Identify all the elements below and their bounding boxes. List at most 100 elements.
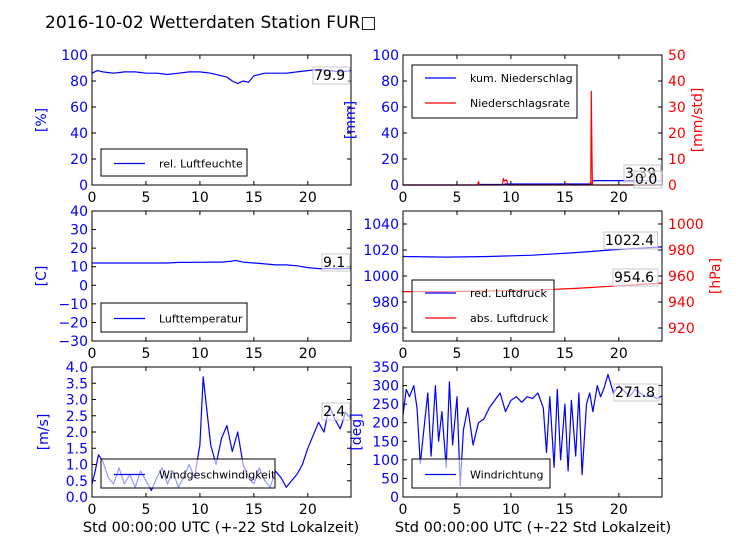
y-tick-label: 80 <box>70 74 88 90</box>
x-tick-label: 10 <box>502 346 520 362</box>
y-tick-label: 980 <box>372 295 399 311</box>
x-tick-label: 15 <box>556 346 574 362</box>
y-tick-label: 1.0 <box>66 458 88 474</box>
legend-label: rel. Luftfeuchte <box>159 158 243 171</box>
y-tick-label: 1.5 <box>66 441 88 457</box>
x-tick-label: 15 <box>245 190 263 206</box>
x-tick-label: 0 <box>88 346 97 362</box>
x-tick-label: 0 <box>88 190 97 206</box>
plot-frame <box>91 366 352 498</box>
plot-frame <box>402 210 663 342</box>
annotation-label: 79.9 <box>314 68 345 84</box>
x-tick-label: 15 <box>245 502 263 518</box>
legend-box <box>411 64 578 119</box>
y2-tick-label: 50 <box>668 48 686 64</box>
x-tick-label: 5 <box>452 190 461 206</box>
y-tick-label: 20 <box>70 241 88 257</box>
panel-direction: 0 5 10 15 20050100150200250300350[deg]Windri… <box>349 360 663 518</box>
annotation-label: 1022.4 <box>605 233 654 249</box>
x-tick-label: 15 <box>556 190 574 206</box>
x-tick-label: 20 <box>299 502 317 518</box>
legend: kum. Niederschlag Niederschlagsrate <box>411 64 578 119</box>
x-tick-label: 10 <box>191 346 209 362</box>
legend-label: abs. Luftdruck <box>470 312 549 325</box>
y-tick-label: 0 <box>390 490 399 506</box>
y-tick-label: 40 <box>381 126 399 142</box>
y-tick-label: 60 <box>70 100 88 116</box>
x-tick-label: 20 <box>299 346 317 362</box>
x-tick-label: 10 <box>191 190 209 206</box>
legend-box <box>411 279 555 333</box>
plot-frame <box>402 366 663 498</box>
x-tick-label: 10 <box>502 502 520 518</box>
x-tick-label: 20 <box>610 346 628 362</box>
x-tick-label: 10 <box>191 502 209 518</box>
legend-box <box>411 458 551 489</box>
y-tick-label: 0.0 <box>66 490 88 506</box>
x-tick-label: 5 <box>141 190 150 206</box>
x-axis-label-right: Std 00:00:00 UTC (+-22 Std Lokalzeit) <box>395 520 671 536</box>
annotation-box <box>321 253 351 272</box>
y-tick-label: 0 <box>79 278 88 294</box>
legend: Windrichtung <box>411 458 551 489</box>
x-tick-label: 5 <box>452 346 461 362</box>
y-axis-label: [%] <box>34 108 50 132</box>
panel-precip: 0 5 10 15 20 0 20 40 60 80 100 0 10 20 30 40 50 [mm] [mm/s… <box>343 48 706 206</box>
legend-label: kum. Niederschlag <box>470 72 573 85</box>
panel-humidity: 0 5 10 15 20 0 20 40 60 80 100 [%] rel. Luftfeuchte 7… <box>34 48 352 206</box>
y-tick-label: 10 <box>70 260 88 276</box>
y-tick-label: 100 <box>372 48 399 64</box>
annotation-label: 2.4 <box>323 404 345 420</box>
plot-frame <box>91 210 352 342</box>
y-tick-label: −30 <box>58 334 88 350</box>
x-tick-label: 20 <box>299 190 317 206</box>
y-tick-label: −20 <box>58 315 88 331</box>
y2-tick-label: 0 <box>668 178 677 194</box>
legend-box <box>100 458 276 489</box>
y-tick-label: 1020 <box>363 243 399 259</box>
x-tick-label: 0 <box>399 502 408 518</box>
y-tick-label: 0 <box>390 178 399 194</box>
y-tick-label: 20 <box>381 152 399 168</box>
y-tick-label: 2.0 <box>66 425 88 441</box>
annotation-label: 9.1 <box>323 255 345 271</box>
series-line-0 <box>403 180 662 186</box>
y2-tick-label: 980 <box>668 243 695 259</box>
x-tick-label: 15 <box>556 502 574 518</box>
legend-label: Lufttemperatur <box>159 313 243 326</box>
x-axis-label-left: Std 00:00:00 UTC (+-22 Std Lokalzeit) <box>83 520 359 536</box>
y-tick-label: 960 <box>372 321 399 337</box>
y-tick-label: 40 <box>70 126 88 142</box>
y-tick-label: 30 <box>70 223 88 239</box>
annotation-box <box>613 383 660 402</box>
y-tick-label: 0.5 <box>66 474 88 490</box>
y-axis-label: [C] <box>34 266 50 287</box>
legend-box <box>100 302 248 333</box>
y-tick-label: 40 <box>70 204 88 220</box>
x-tick-label: 0 <box>88 502 97 518</box>
y2-axis-label: [mm/std] <box>690 88 706 153</box>
y2-tick-label: 1000 <box>668 217 704 233</box>
y-axis-label: [m/s] <box>36 414 52 451</box>
legend-label: Windgeschwindigkeit <box>159 469 276 482</box>
panel-temperature: 0 5 10 15 20 −30 −20 −10 0 10 20 30 40 [C] Lufttempera… <box>34 204 352 362</box>
x-tick-label: 5 <box>141 502 150 518</box>
y-tick-label: 100 <box>372 453 399 469</box>
x-tick-label: 10 <box>502 190 520 206</box>
x-tick-label: 15 <box>245 346 263 362</box>
y-tick-label: 350 <box>372 360 399 376</box>
y-tick-label: 80 <box>381 74 399 90</box>
y2-tick-label: 30 <box>668 100 686 116</box>
plot-frame <box>402 54 663 186</box>
y-tick-label: 3.0 <box>66 393 88 409</box>
series-line-0 <box>92 259 352 270</box>
x-tick-label: 5 <box>141 346 150 362</box>
x-tick-label: 20 <box>610 502 628 518</box>
panel-wind: 0 5 10 15 20 0.00.51.01.52.02.53.03.54.0 [m/s]… <box>36 360 352 518</box>
x-tick-label: 20 <box>610 190 628 206</box>
annotation-box <box>612 268 659 287</box>
legend: rel. Luftfeuchte <box>100 148 248 177</box>
y2-tick-label: 920 <box>668 321 695 337</box>
y-tick-label: 4.0 <box>66 360 88 376</box>
